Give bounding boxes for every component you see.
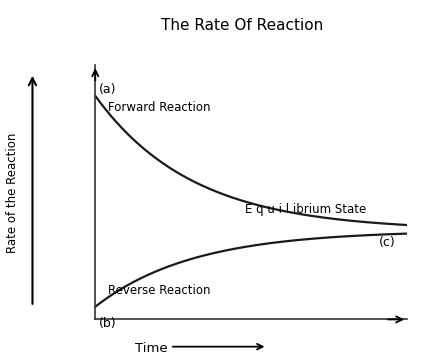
Text: (a): (a): [98, 83, 116, 96]
Text: Forward Reaction: Forward Reaction: [108, 101, 210, 114]
Text: Rate of the Reaction: Rate of the Reaction: [6, 132, 19, 253]
Text: Time: Time: [135, 342, 168, 355]
Text: The Rate Of Reaction: The Rate Of Reaction: [162, 18, 323, 33]
Text: E q u i l ibrium State: E q u i l ibrium State: [245, 203, 366, 216]
Text: (b): (b): [98, 317, 116, 330]
Text: Reverse Reaction: Reverse Reaction: [108, 284, 210, 297]
Text: (c): (c): [379, 236, 396, 249]
